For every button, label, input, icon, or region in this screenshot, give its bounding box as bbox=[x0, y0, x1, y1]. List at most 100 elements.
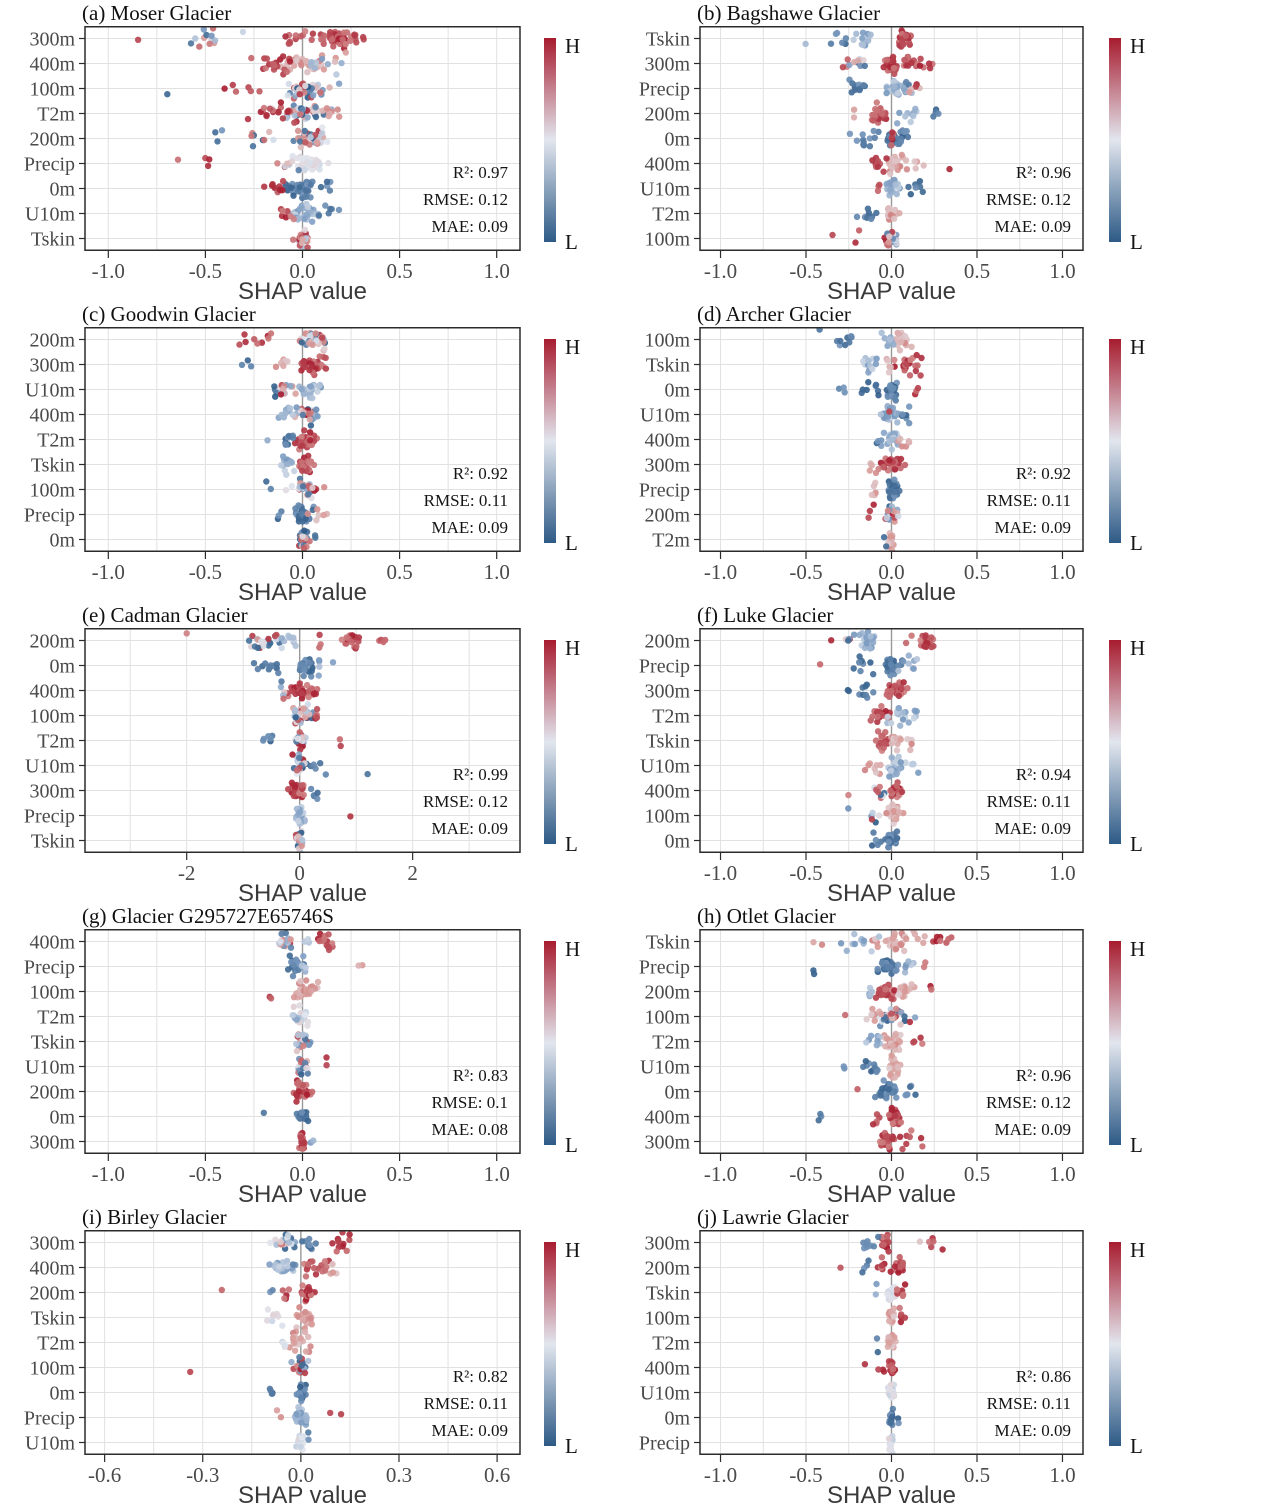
y-axis-label: U10m bbox=[640, 1057, 690, 1079]
stat-rmse: RMSE: 0.11 bbox=[987, 491, 1071, 510]
points-layer bbox=[183, 630, 389, 853]
y-axis-label: 400m bbox=[644, 781, 690, 803]
panel-title: (h) Otlet Glacier bbox=[697, 904, 836, 928]
y-axis-label: 100m bbox=[29, 79, 75, 101]
stat-r2: R²: 0.86 bbox=[1016, 1367, 1071, 1386]
stat-mae: MAE: 0.09 bbox=[995, 819, 1072, 838]
x-tick-label: 0.0 bbox=[289, 259, 315, 283]
stat-rmse: RMSE: 0.11 bbox=[424, 1394, 508, 1413]
y-axis-label: 0m bbox=[49, 656, 75, 678]
panel-title: (f) Luke Glacier bbox=[697, 603, 834, 627]
x-tick-label: -1.0 bbox=[92, 560, 125, 584]
grid-lines bbox=[700, 1230, 1083, 1455]
y-axis-label: T2m bbox=[37, 104, 75, 126]
panel-title: (g) Glacier G295727E65746S bbox=[82, 904, 334, 928]
x-tick-label: -1.0 bbox=[704, 1162, 737, 1186]
y-axis-label: 400m bbox=[29, 681, 75, 703]
y-axis-label: Tskin bbox=[31, 1308, 75, 1330]
x-tick-label: -0.6 bbox=[88, 1463, 121, 1487]
colorbar-low-label: L bbox=[1130, 1434, 1143, 1458]
y-axis-label: 300m bbox=[29, 355, 75, 377]
y-axis-label: T2m bbox=[652, 706, 690, 728]
beeswarm-plot: 300m 200m Tskin 100m T2m 400m U10m 0m Precip -1.0… bbox=[639, 1230, 1145, 1505]
x-tick-label: -1.0 bbox=[704, 259, 737, 283]
y-axis-label: Tskin bbox=[31, 1032, 75, 1054]
x-axis: -1.0 -0.5 0.0 0.5 1.0 bbox=[704, 251, 1076, 283]
y-axis-label: T2m bbox=[37, 1333, 75, 1355]
points-layer bbox=[837, 1231, 946, 1455]
x-axis-title: SHAP value bbox=[827, 880, 956, 903]
x-tick-label: -1.0 bbox=[704, 861, 737, 885]
panel-title: (e) Cadman Glacier bbox=[82, 603, 248, 627]
beeswarm-plot: 200m 300m U10m 400m T2m Tskin 100m Precip 0m -1.0… bbox=[24, 327, 580, 602]
x-tick-label: 0.0 bbox=[289, 1162, 315, 1186]
x-tick-label: 0.3 bbox=[386, 1463, 412, 1487]
stat-r2: R²: 0.82 bbox=[453, 1367, 508, 1386]
y-axis-label: Precip bbox=[639, 656, 690, 678]
beeswarm-plot: 300m 400m 200m Tskin T2m 100m 0m Precip U10m -0.6… bbox=[24, 1230, 580, 1505]
y-axis-label: U10m bbox=[640, 179, 690, 201]
colorbar-gradient bbox=[544, 38, 556, 242]
subplot-e: (e) Cadman Glacier 200m 0m 400m 100m T2m U10m 3… bbox=[0, 602, 635, 903]
stat-mae: MAE: 0.09 bbox=[995, 1421, 1072, 1440]
y-axis-label: 400m bbox=[29, 932, 75, 954]
x-tick-label: 1.0 bbox=[1049, 259, 1075, 283]
stat-mae: MAE: 0.09 bbox=[995, 217, 1072, 236]
y-axis: 400m Precip 100m T2m Tskin U10m 200m 0m 300m bbox=[24, 932, 85, 1154]
y-axis-label: U10m bbox=[25, 1433, 75, 1455]
stat-mae: MAE: 0.08 bbox=[432, 1120, 509, 1139]
x-axis: -1.0 -0.5 0.0 0.5 1.0 bbox=[704, 1154, 1076, 1186]
y-axis-label: 0m bbox=[664, 380, 690, 402]
y-axis-label: Precip bbox=[24, 957, 75, 979]
y-axis-label: 400m bbox=[29, 1258, 75, 1280]
y-axis-label: T2m bbox=[37, 731, 75, 753]
subplot-h: (h) Otlet Glacier Tskin Precip 200m 100m T2m U… bbox=[635, 903, 1269, 1204]
y-axis-label: 200m bbox=[644, 1258, 690, 1280]
y-axis-label: T2m bbox=[37, 1007, 75, 1029]
y-axis-label: 300m bbox=[644, 455, 690, 477]
y-axis-label: Tskin bbox=[646, 29, 690, 51]
x-tick-label: -1.0 bbox=[92, 259, 125, 283]
x-tick-label: -1.0 bbox=[704, 1463, 737, 1487]
y-axis-label: Tskin bbox=[646, 1283, 690, 1305]
x-axis: -1.0 -0.5 0.0 0.5 1.0 bbox=[704, 552, 1076, 584]
x-tick-label: 1.0 bbox=[484, 259, 510, 283]
y-axis-label: 400m bbox=[644, 1107, 690, 1129]
beeswarm-plot: Tskin 300m Precip 200m 0m 400m U10m T2m 100m -1.0… bbox=[639, 26, 1145, 301]
stat-r2: R²: 0.83 bbox=[453, 1066, 508, 1085]
y-axis-label: T2m bbox=[37, 430, 75, 452]
y-axis: 300m 400m 100m T2m 200m Precip 0m U10m Tskin bbox=[24, 29, 85, 251]
x-tick-label: 1.0 bbox=[484, 1162, 510, 1186]
x-tick-label: 0.5 bbox=[964, 560, 990, 584]
y-axis-label: Precip bbox=[24, 1408, 75, 1430]
subplot-j: (j) Lawrie Glacier 300m 200m Tskin 100m T2m 40… bbox=[635, 1204, 1269, 1505]
subplot-a: (a) Moser Glacier 300m 400m 100m T2m 200m Prec… bbox=[0, 0, 635, 301]
x-axis: -0.6 -0.3 0.0 0.3 0.6 bbox=[88, 1455, 510, 1487]
x-tick-label: -1.0 bbox=[704, 560, 737, 584]
points-layer bbox=[802, 27, 953, 249]
panel-title: (c) Goodwin Glacier bbox=[82, 302, 256, 326]
y-axis-label: 100m bbox=[644, 229, 690, 251]
stat-mae: MAE: 0.09 bbox=[432, 1421, 509, 1440]
y-axis-label: 0m bbox=[49, 1107, 75, 1129]
colorbar-low-label: L bbox=[1130, 1133, 1143, 1157]
x-tick-label: 1.0 bbox=[1049, 560, 1075, 584]
x-tick-label: -0.5 bbox=[189, 1162, 222, 1186]
beeswarm-plot: 200m Precip 300m T2m Tskin U10m 400m 100m 0m -1.0… bbox=[639, 628, 1145, 903]
y-axis-label: 100m bbox=[644, 806, 690, 828]
x-tick-label: -0.5 bbox=[789, 1463, 822, 1487]
subplot-d: (d) Archer Glacier 100m Tskin 0m U10m 400m 300… bbox=[635, 301, 1269, 602]
y-axis-label: Precip bbox=[639, 79, 690, 101]
x-axis-title: SHAP value bbox=[238, 278, 367, 301]
beeswarm-plot: Tskin Precip 200m 100m T2m U10m 0m 400m 300m -1.0… bbox=[639, 929, 1145, 1204]
x-tick-label: 1.0 bbox=[484, 560, 510, 584]
y-axis-label: U10m bbox=[25, 380, 75, 402]
colorbar-high-label: H bbox=[565, 636, 580, 660]
x-axis: -1.0 -0.5 0.0 0.5 1.0 bbox=[704, 1455, 1076, 1487]
beeswarm-plot: 100m Tskin 0m U10m 400m 300m Precip 200m T2m -1.0… bbox=[639, 327, 1145, 602]
y-axis-label: 200m bbox=[29, 1283, 75, 1305]
stat-mae: MAE: 0.09 bbox=[432, 217, 509, 236]
y-axis-label: U10m bbox=[25, 756, 75, 778]
x-tick-label: 1.0 bbox=[1049, 1162, 1075, 1186]
x-tick-label: 0.5 bbox=[386, 1162, 412, 1186]
